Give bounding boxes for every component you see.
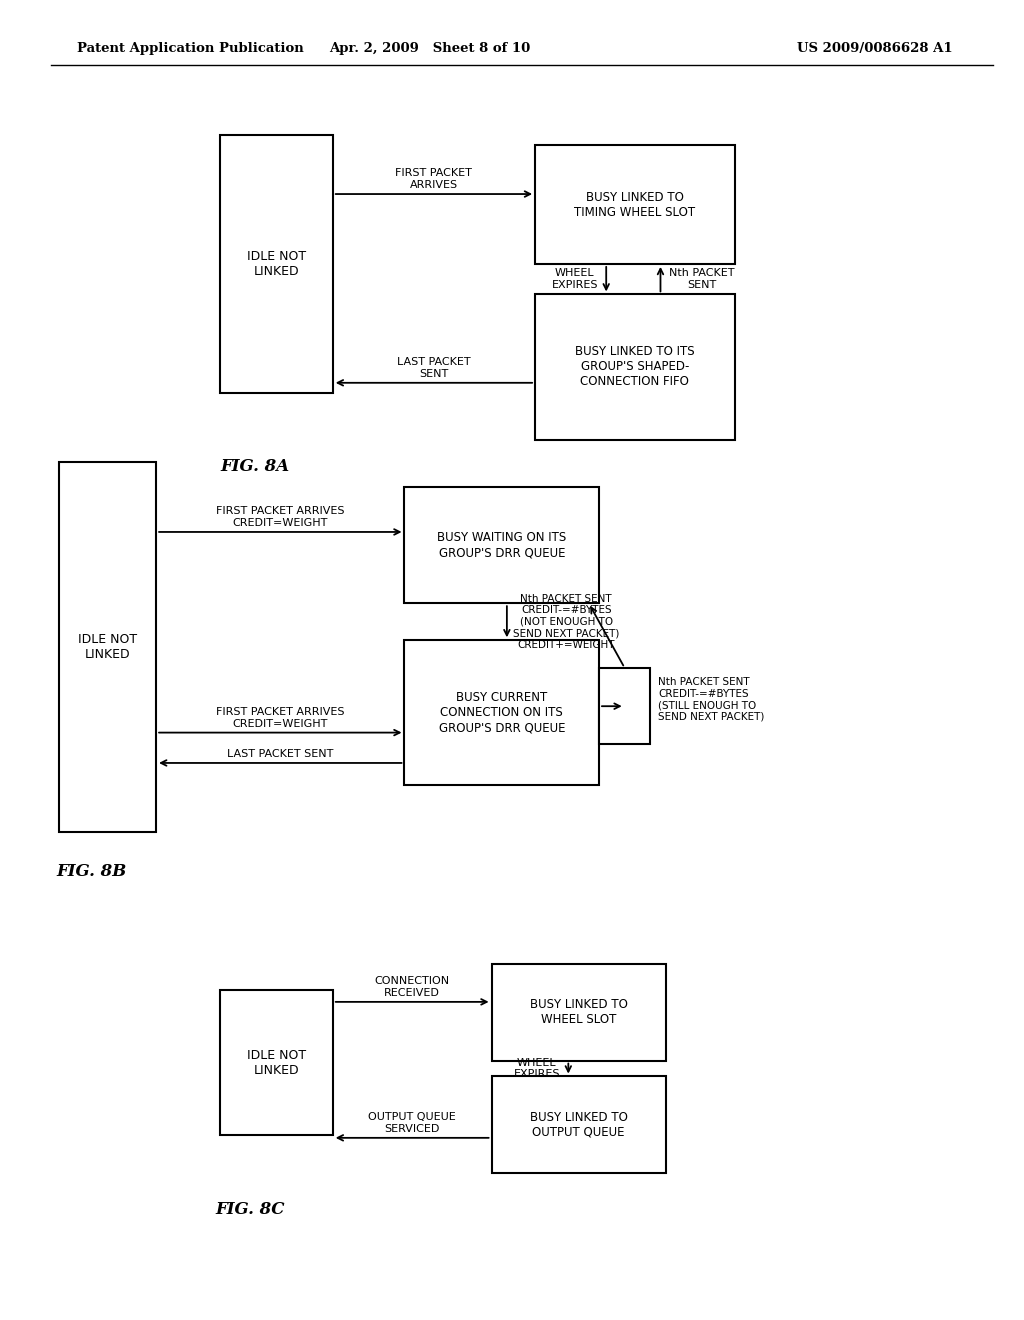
Text: BUSY WAITING ON ITS
GROUP'S DRR QUEUE: BUSY WAITING ON ITS GROUP'S DRR QUEUE — [437, 531, 566, 560]
Text: FIG. 8C: FIG. 8C — [215, 1201, 285, 1218]
Bar — [535, 294, 735, 440]
Text: FIG. 8A: FIG. 8A — [220, 458, 290, 475]
Text: US 2009/0086628 A1: US 2009/0086628 A1 — [797, 42, 952, 55]
Text: Nth PACKET SENT
CREDIT-=#BYTES
(NOT ENOUGH TO
SEND NEXT PACKET)
CREDIT+=WEIGHT: Nth PACKET SENT CREDIT-=#BYTES (NOT ENOU… — [513, 594, 620, 649]
Text: BUSY LINKED TO
TIMING WHEEL SLOT: BUSY LINKED TO TIMING WHEEL SLOT — [574, 190, 695, 219]
Bar — [535, 145, 735, 264]
Text: BUSY LINKED TO ITS
GROUP'S SHAPED-
CONNECTION FIFO: BUSY LINKED TO ITS GROUP'S SHAPED- CONNE… — [575, 346, 694, 388]
Text: FIRST PACKET ARRIVES
CREDIT=WEIGHT: FIRST PACKET ARRIVES CREDIT=WEIGHT — [216, 708, 344, 729]
Bar — [404, 487, 599, 603]
Text: WHEEL
EXPIRES: WHEEL EXPIRES — [514, 1057, 560, 1080]
Bar — [492, 1077, 666, 1173]
Text: LAST PACKET SENT: LAST PACKET SENT — [227, 748, 334, 759]
Text: Nth PACKET SENT
CREDIT-=#BYTES
(STILL ENOUGH TO
SEND NEXT PACKET): Nth PACKET SENT CREDIT-=#BYTES (STILL EN… — [658, 677, 765, 722]
Text: CONNECTION
RECEIVED: CONNECTION RECEIVED — [375, 977, 450, 998]
Bar — [220, 135, 333, 393]
Bar — [404, 640, 599, 785]
Text: LAST PACKET
SENT: LAST PACKET SENT — [397, 358, 471, 379]
Text: BUSY LINKED TO
OUTPUT QUEUE: BUSY LINKED TO OUTPUT QUEUE — [529, 1110, 628, 1139]
Text: FIRST PACKET ARRIVES
CREDIT=WEIGHT: FIRST PACKET ARRIVES CREDIT=WEIGHT — [216, 507, 344, 528]
Text: IDLE NOT
LINKED: IDLE NOT LINKED — [247, 249, 306, 279]
Bar — [58, 462, 156, 832]
Bar — [220, 990, 333, 1135]
Text: OUTPUT QUEUE
SERVICED: OUTPUT QUEUE SERVICED — [369, 1113, 456, 1134]
Text: Nth PACKET
SENT: Nth PACKET SENT — [669, 268, 734, 290]
Text: Patent Application Publication: Patent Application Publication — [77, 42, 303, 55]
Bar — [492, 964, 666, 1061]
Text: FIRST PACKET
ARRIVES: FIRST PACKET ARRIVES — [395, 169, 472, 190]
Text: IDLE NOT
LINKED: IDLE NOT LINKED — [247, 1048, 306, 1077]
Text: FIG. 8B: FIG. 8B — [56, 863, 127, 880]
Text: BUSY LINKED TO
WHEEL SLOT: BUSY LINKED TO WHEEL SLOT — [529, 998, 628, 1027]
Text: Apr. 2, 2009   Sheet 8 of 10: Apr. 2, 2009 Sheet 8 of 10 — [330, 42, 530, 55]
Text: BUSY CURRENT
CONNECTION ON ITS
GROUP'S DRR QUEUE: BUSY CURRENT CONNECTION ON ITS GROUP'S D… — [438, 692, 565, 734]
Text: IDLE NOT
LINKED: IDLE NOT LINKED — [78, 632, 137, 661]
Text: WHEEL
EXPIRES: WHEEL EXPIRES — [552, 268, 598, 290]
Bar — [599, 668, 650, 744]
